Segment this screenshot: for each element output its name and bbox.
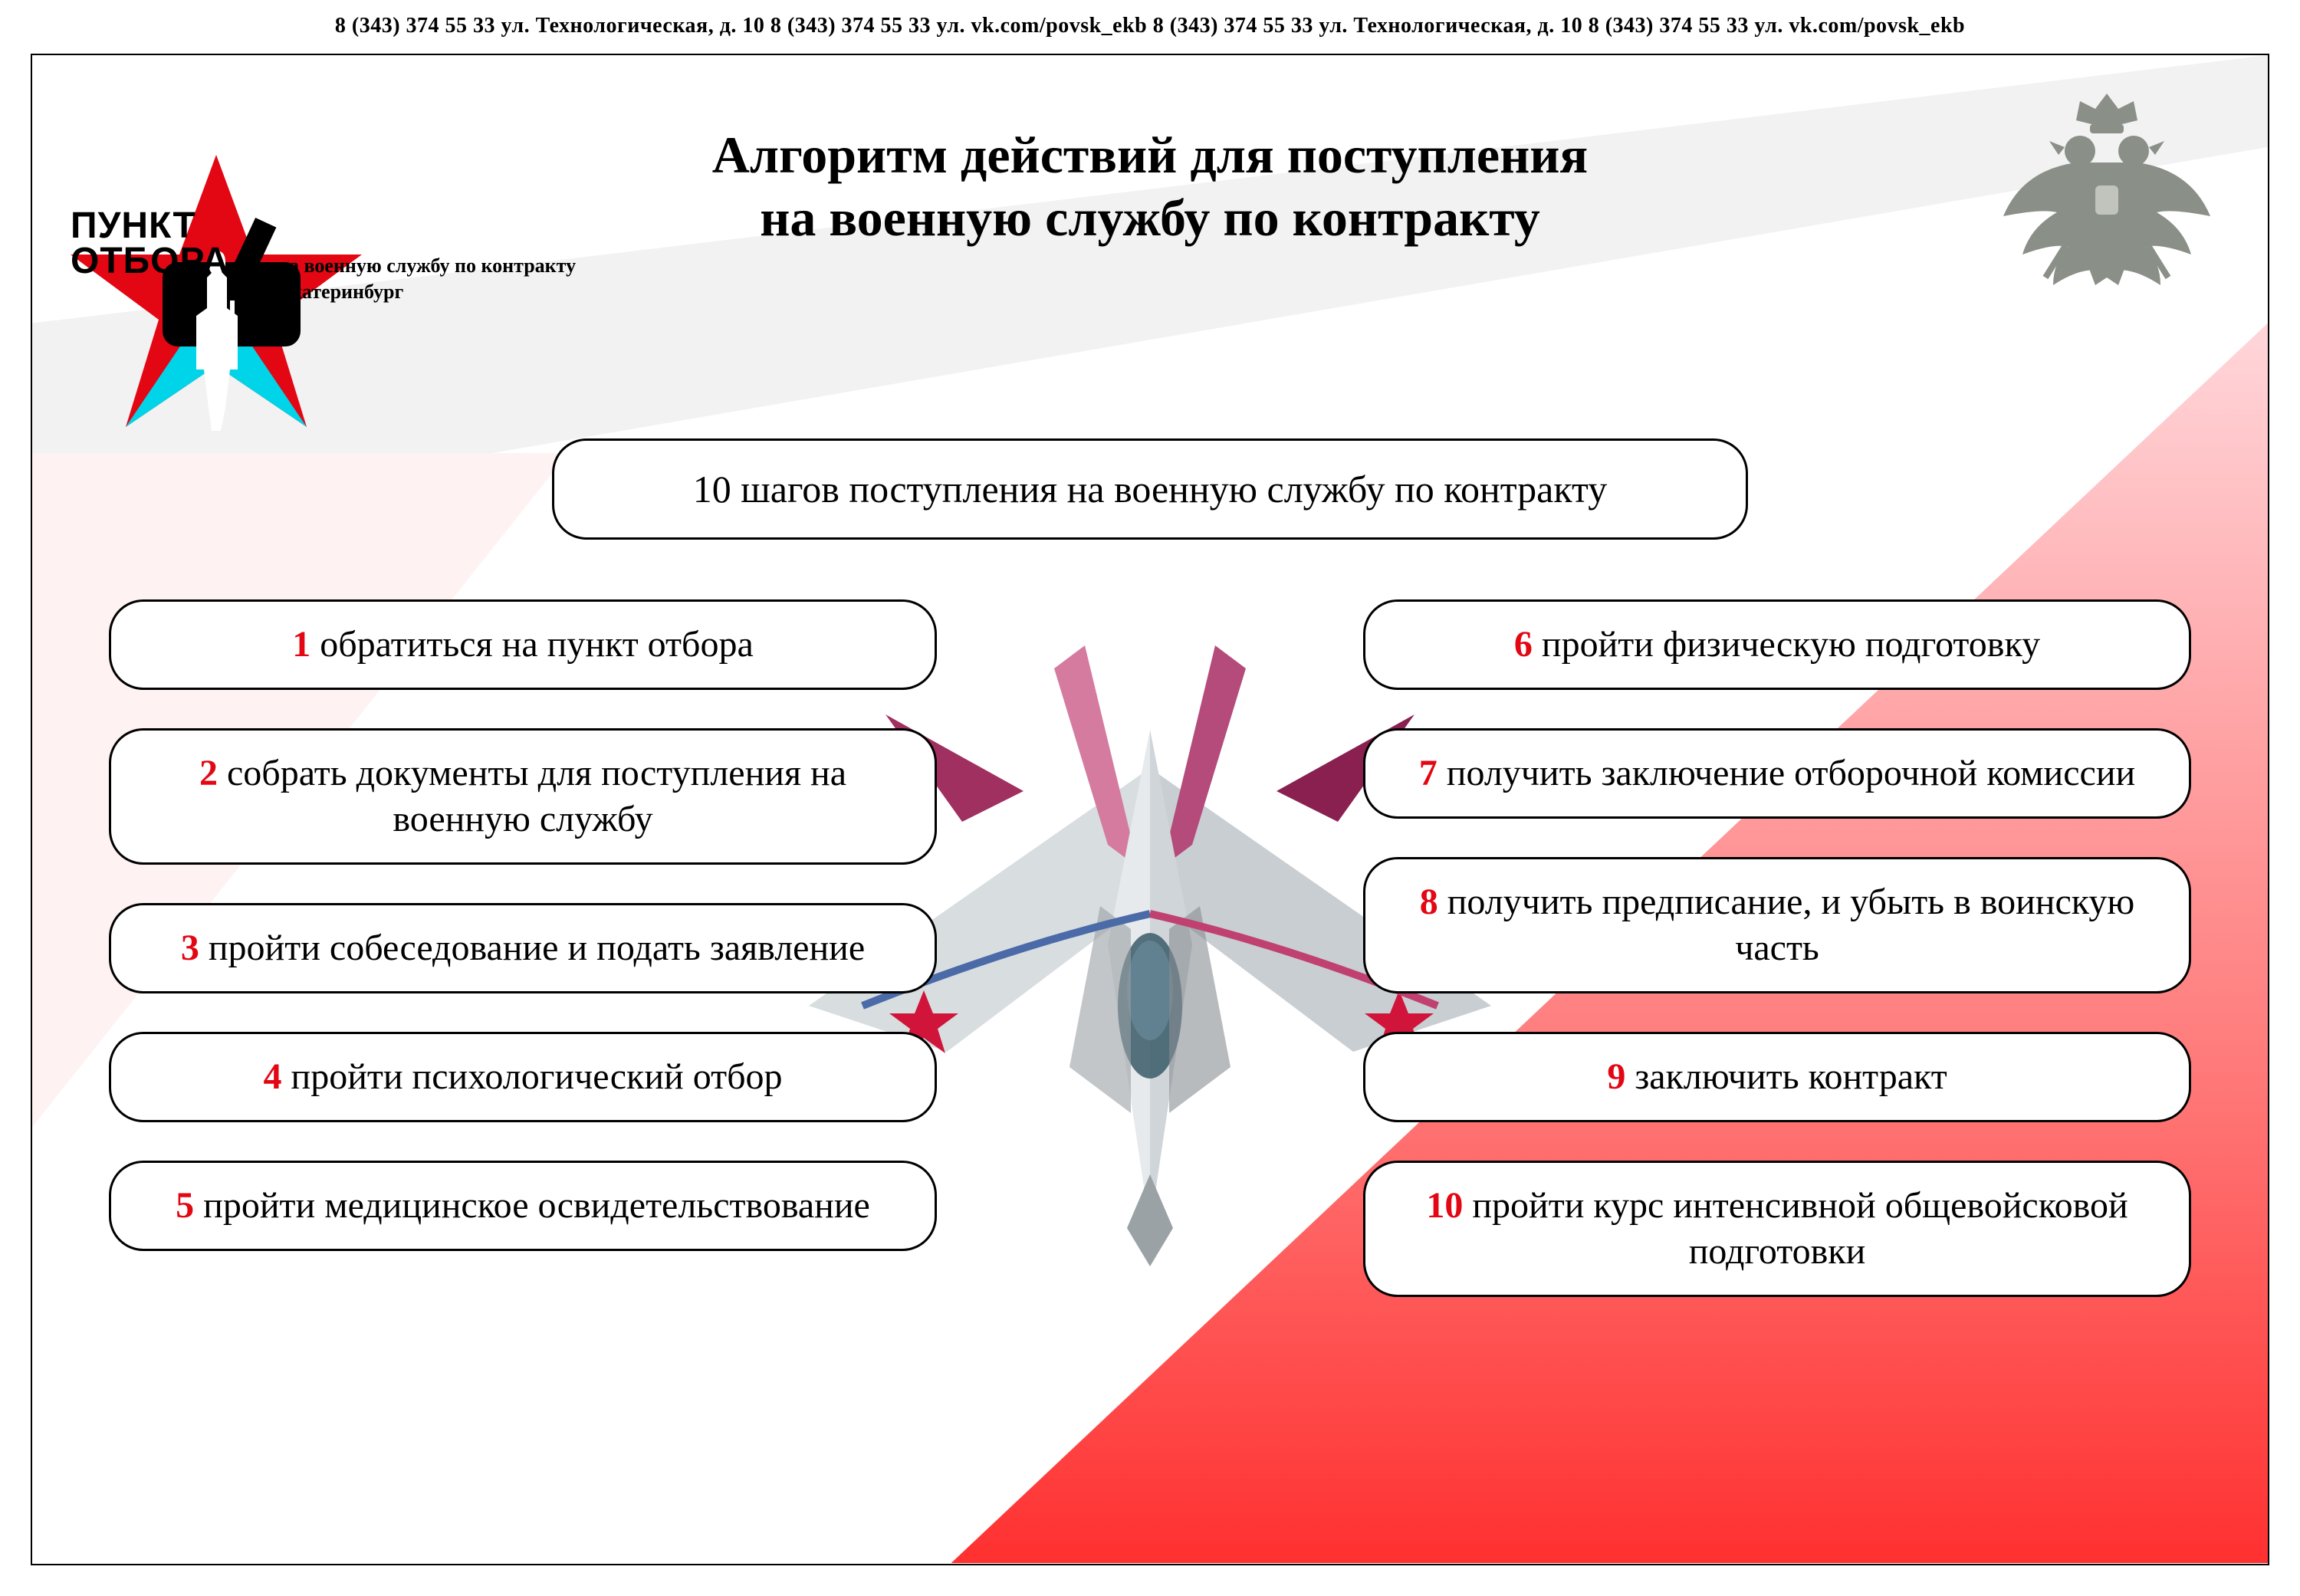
- step-text: получить заключение отборочной комиссии: [1438, 753, 2135, 793]
- steps-container: 1 обратиться на пункт отбора 2 собрать до…: [109, 599, 2191, 1525]
- step-text: обратиться на пункт отбора: [310, 624, 754, 665]
- step-text: пройти психологический отбор: [282, 1056, 783, 1097]
- step-box-8: 8 получить предписание, и убыть в воинск…: [1363, 857, 2191, 993]
- step-number: 4: [264, 1056, 282, 1097]
- step-text: собрать документы для поступления на вое…: [218, 753, 846, 839]
- step-text: заключить контракт: [1625, 1056, 1947, 1097]
- selection-point-logo: [63, 147, 492, 469]
- step-number: 3: [181, 928, 199, 968]
- step-number: 8: [1420, 882, 1438, 922]
- step-text: пройти собеседование и подать заявление: [199, 928, 865, 968]
- title-line-2: на военную службу по контракту: [498, 187, 1802, 250]
- step-number: 1: [292, 624, 310, 665]
- step-number: 10: [1426, 1185, 1463, 1226]
- step-text: пройти курс интенсивной общевойсковой по…: [1463, 1185, 2128, 1272]
- ministry-emblem: [1992, 86, 2222, 316]
- otbora-label: ОТБОРА: [71, 241, 229, 281]
- step-box-6: 6 пройти физическую подготовку: [1363, 599, 2191, 690]
- step-text: пройти медицинское освидетельствование: [194, 1185, 870, 1226]
- step-box-10: 10 пройти курс интенсивной общевойсковой…: [1363, 1161, 2191, 1297]
- org-subtitle: на военную службу по контракту Екатеринб…: [278, 253, 576, 305]
- step-box-5: 5 пройти медицинское освидетельствование: [109, 1161, 937, 1251]
- org-line2: Екатеринбург: [278, 281, 403, 303]
- main-title: Алгоритм действий для поступления на вое…: [498, 124, 1802, 249]
- subtitle-box: 10 шагов поступления на военную службу п…: [552, 438, 1748, 540]
- step-number: 9: [1607, 1056, 1625, 1097]
- step-box-3: 3 пройти собеседование и подать заявлени…: [109, 903, 937, 993]
- step-number: 6: [1514, 624, 1533, 665]
- step-box-2: 2 собрать документы для поступления на в…: [109, 728, 937, 865]
- step-box-1: 1 обратиться на пункт отбора: [109, 599, 937, 690]
- step-number: 5: [176, 1185, 194, 1226]
- contact-header: 8 (343) 374 55 33 ул. Технологическая, д…: [0, 8, 2300, 44]
- step-number: 2: [199, 753, 218, 793]
- step-box-7: 7 получить заключение отборочной комисси…: [1363, 728, 2191, 819]
- step-text: получить предписание, и убыть в воинскую…: [1438, 882, 2135, 968]
- step-box-4: 4 пройти психологический отбор: [109, 1032, 937, 1122]
- punkt-otbora-text: ПУНКТ ОТБОРА: [71, 209, 229, 278]
- step-box-9: 9 заключить контракт: [1363, 1032, 2191, 1122]
- step-text: пройти физическую подготовку: [1533, 624, 2040, 665]
- main-frame: ПУНКТ ОТБОРА на военную службу по контра…: [31, 54, 2269, 1565]
- title-line-1: Алгоритм действий для поступления: [498, 124, 1802, 187]
- org-line1: на военную службу по контракту: [278, 255, 576, 277]
- steps-right-column: 6 пройти физическую подготовку 7 получить…: [1363, 599, 2191, 1525]
- step-number: 7: [1419, 753, 1438, 793]
- steps-left-column: 1 обратиться на пункт отбора 2 собрать до…: [109, 599, 937, 1525]
